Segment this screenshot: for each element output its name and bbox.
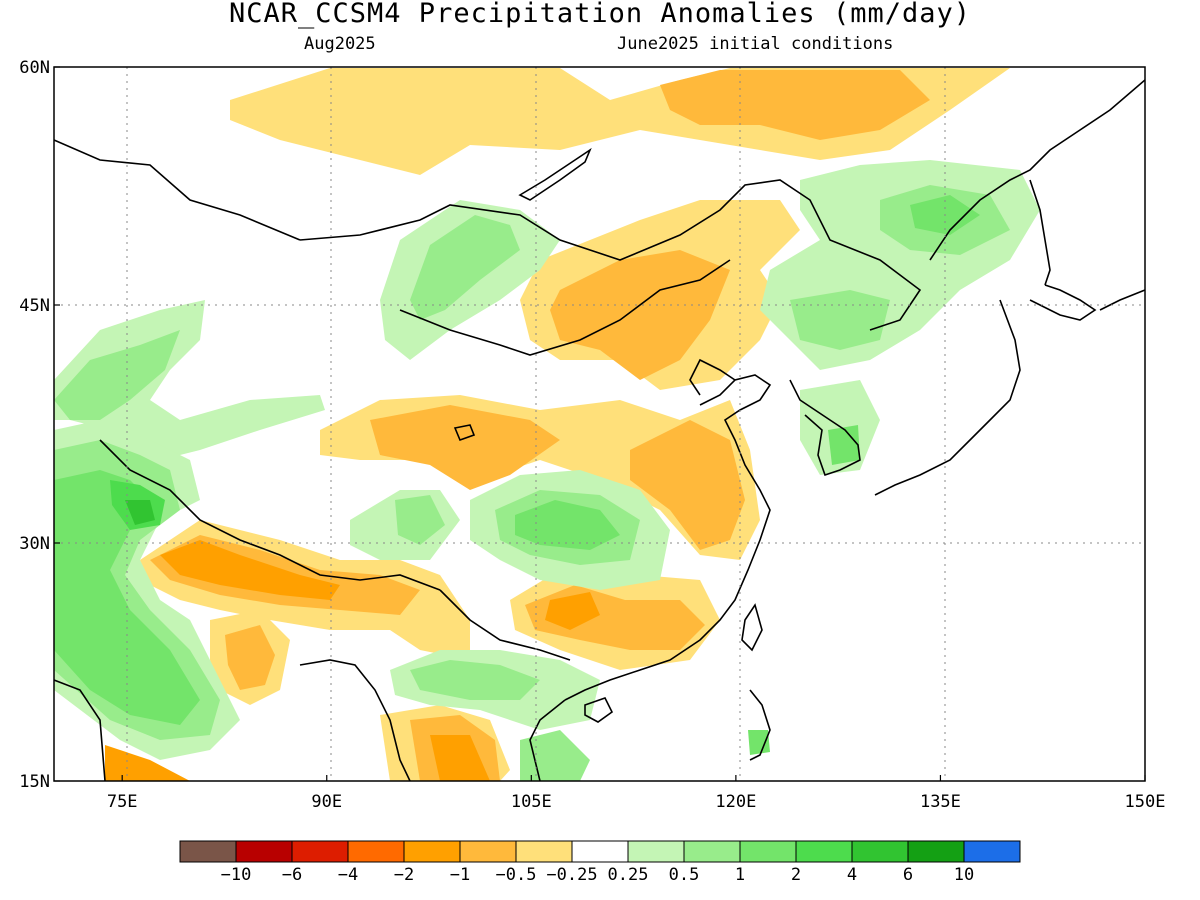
colorbar-label: −0.5 bbox=[496, 865, 537, 885]
colorbar-swatch bbox=[515, 840, 573, 863]
wet-india-max-center bbox=[125, 500, 155, 525]
bay-of-bengal bbox=[299, 659, 411, 781]
coastlines bbox=[54, 79, 1145, 781]
lon-tick-label: 90E bbox=[311, 792, 342, 812]
dry-north-core bbox=[660, 70, 930, 140]
colorbar-label: 1 bbox=[735, 865, 745, 885]
china-coast bbox=[564, 374, 772, 701]
lat-tick-label: 45N bbox=[19, 296, 50, 316]
colorbar-swatch bbox=[963, 840, 1021, 863]
wet-sichuan-west-core bbox=[395, 495, 445, 545]
japan-hokkaido bbox=[1029, 284, 1097, 321]
colorbar-swatch bbox=[795, 840, 853, 863]
russia-east-coast bbox=[929, 79, 1145, 261]
dry-south-china-peak bbox=[545, 592, 600, 630]
lon-tick-label: 105E bbox=[511, 792, 552, 812]
colorbar-swatch bbox=[235, 840, 293, 863]
wet-india-peak bbox=[54, 470, 200, 725]
colorbar-swatch bbox=[571, 840, 629, 863]
anomaly-fields bbox=[54, 68, 1040, 781]
bohai-coast bbox=[689, 358, 736, 396]
taiwan bbox=[741, 603, 763, 652]
dry-anomalies bbox=[105, 68, 1010, 781]
dry-india-east-core bbox=[225, 625, 275, 690]
colorbar-label: −4 bbox=[338, 865, 358, 885]
graticule bbox=[54, 67, 1145, 781]
colorbar-swatch bbox=[459, 840, 517, 863]
colorbar-label: −2 bbox=[394, 865, 414, 885]
colorbar-label: −1 bbox=[450, 865, 470, 885]
colorbar-swatch bbox=[627, 840, 685, 863]
dry-mongolia-core bbox=[550, 250, 730, 380]
initial-conditions: June2025 initial conditions bbox=[617, 34, 894, 54]
colorbar-label: −0.25 bbox=[546, 865, 597, 885]
wet-indochina-core bbox=[410, 660, 540, 700]
dry-east-china-core bbox=[630, 420, 745, 550]
lake-baikal bbox=[518, 147, 592, 201]
colorbar-swatch bbox=[291, 840, 349, 863]
dry-tibet-core bbox=[370, 405, 560, 490]
colorbar: −10 −6 −4 −2 −1 −0.5 −0.25 0.25 0.5 1 2 4 6 10 bbox=[179, 840, 1021, 885]
lon-tick-label: 135E bbox=[920, 792, 961, 812]
colorbar-swatch bbox=[907, 840, 965, 863]
wet-central-china-peak bbox=[515, 500, 620, 550]
colorbar-label: 6 bbox=[903, 865, 913, 885]
forecast-month: Aug2025 bbox=[304, 34, 376, 54]
map-frame bbox=[53, 66, 1146, 782]
lon-tick-label: 120E bbox=[715, 792, 756, 812]
wet-manchuria bbox=[790, 290, 890, 350]
lat-tick-label: 60N bbox=[19, 58, 50, 78]
colorbar-swatch bbox=[739, 840, 797, 863]
colorbar-label: 2 bbox=[791, 865, 801, 885]
philippines-luzon bbox=[749, 689, 771, 761]
china-mongolia-border bbox=[399, 259, 731, 356]
dry-indochina-peak bbox=[430, 735, 490, 781]
sakhalin bbox=[1029, 179, 1051, 286]
lon-tick-label: 75E bbox=[107, 792, 138, 812]
south-border bbox=[439, 589, 571, 661]
colorbar-label: 0.25 bbox=[608, 865, 649, 885]
dry-himalaya-peak bbox=[160, 540, 340, 600]
central-asia-border bbox=[54, 139, 301, 241]
indochina-coast bbox=[529, 699, 566, 781]
colorbar-label: 0.5 bbox=[669, 865, 700, 885]
lat-tick-label: 15N bbox=[19, 772, 50, 792]
colorbar-label: 4 bbox=[847, 865, 857, 885]
dry-sw-india bbox=[105, 745, 190, 781]
wet-western-border-core bbox=[54, 330, 180, 420]
india-west-coast bbox=[54, 679, 106, 781]
lat-tick-label: 30N bbox=[19, 534, 50, 554]
lon-tick-label: 150E bbox=[1125, 792, 1166, 812]
wet-philippines bbox=[748, 730, 770, 755]
mongolia-border bbox=[299, 179, 922, 331]
colorbar-label: 10 bbox=[954, 865, 974, 885]
wet-korea-core bbox=[828, 425, 860, 465]
colorbar-swatch bbox=[403, 840, 461, 863]
colorbar-label: −6 bbox=[282, 865, 302, 885]
latitude-axis: 60N 45N 30N 15N bbox=[19, 58, 60, 792]
himalaya-border bbox=[99, 439, 441, 591]
qinghai-lake bbox=[453, 424, 476, 442]
wet-anomalies bbox=[54, 160, 1040, 781]
colorbar-swatch bbox=[683, 840, 741, 863]
japan-honshu bbox=[874, 299, 1021, 496]
longitude-axis: 75E 90E 105E 120E 135E 150E bbox=[107, 775, 1166, 812]
korea-peninsula bbox=[789, 379, 861, 477]
colorbar-swatch bbox=[347, 840, 405, 863]
colorbar-swatch bbox=[851, 840, 909, 863]
wet-western-border bbox=[54, 300, 325, 460]
colorbar-swatch bbox=[179, 840, 237, 863]
map-title: NCAR_CCSM4 Precipitation Anomalies (mm/d… bbox=[229, 0, 971, 29]
hainan bbox=[584, 697, 614, 723]
colorbar-label: −10 bbox=[221, 865, 252, 885]
wet-western-mongolia-core bbox=[410, 215, 520, 320]
kamchatka-hint bbox=[1099, 289, 1145, 311]
